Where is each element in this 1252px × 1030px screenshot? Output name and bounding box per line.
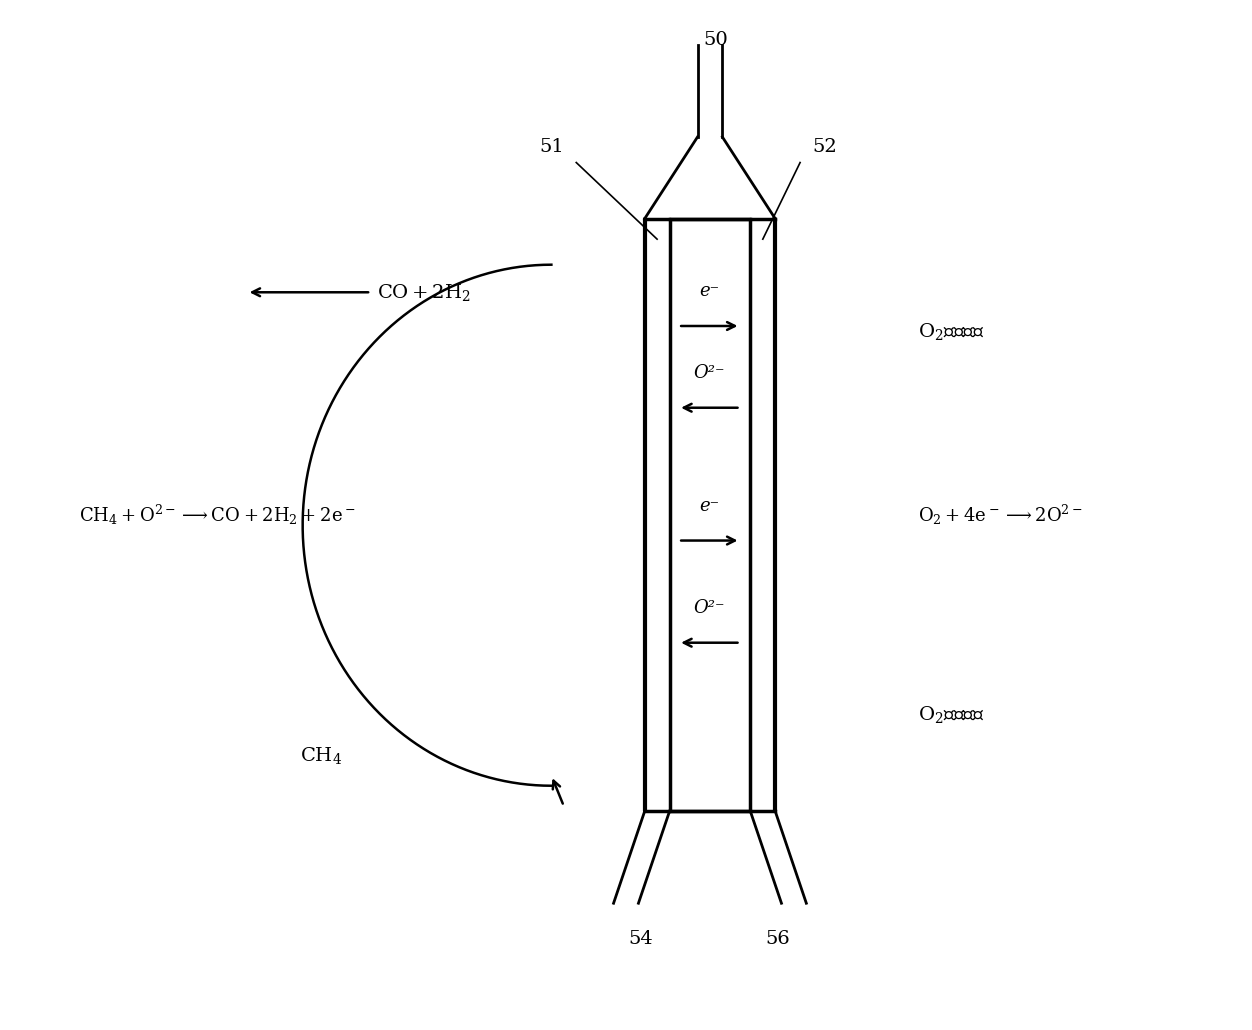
Text: $\mathregular{O_2}$（空气）: $\mathregular{O_2}$（空气）	[918, 320, 985, 342]
Text: 54: 54	[629, 930, 654, 948]
Text: $\mathregular{CH_4}$: $\mathregular{CH_4}$	[300, 745, 342, 765]
Text: 52: 52	[813, 138, 838, 157]
Text: $\mathregular{O_2}$（空气）: $\mathregular{O_2}$（空气）	[918, 703, 985, 725]
Text: e⁻: e⁻	[700, 497, 720, 515]
Text: O²⁻: O²⁻	[694, 365, 725, 382]
Text: 50: 50	[704, 31, 727, 49]
Text: e⁻: e⁻	[700, 282, 720, 301]
Text: 56: 56	[765, 930, 790, 948]
Text: 51: 51	[540, 138, 563, 157]
Text: $\mathregular{O_2 + 4e^- \longrightarrow 2O^{2-}}$: $\mathregular{O_2 + 4e^- \longrightarrow…	[918, 503, 1083, 527]
Text: $\mathregular{CH_4 + O^{2-} \longrightarrow CO + 2H_2 + 2e^-}$: $\mathregular{CH_4 + O^{2-} \longrightar…	[79, 503, 356, 527]
Text: O²⁻: O²⁻	[694, 599, 725, 617]
Text: $\mathregular{CO + 2H_2}$: $\mathregular{CO + 2H_2}$	[377, 282, 471, 303]
